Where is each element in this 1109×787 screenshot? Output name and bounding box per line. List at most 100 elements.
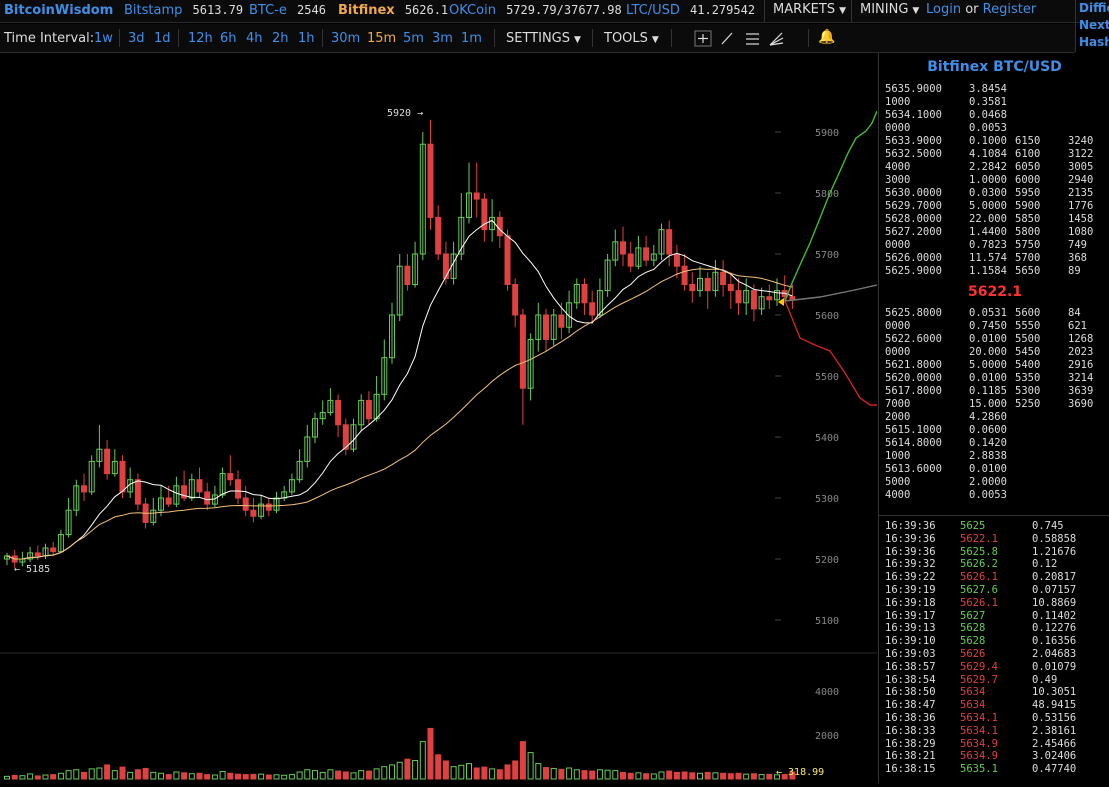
candle-body[interactable] xyxy=(419,143,426,255)
candle-body[interactable] xyxy=(543,314,549,340)
login-link[interactable]: Login xyxy=(926,2,962,17)
candle-body[interactable] xyxy=(650,253,657,261)
candle-body[interactable] xyxy=(720,271,727,286)
ticker-btc-e[interactable]: BTC-e 2546 xyxy=(249,3,326,18)
candle-body[interactable] xyxy=(758,296,765,310)
candle-body[interactable] xyxy=(620,241,626,255)
candle-body[interactable] xyxy=(689,284,696,292)
candle-body[interactable] xyxy=(296,460,303,481)
interval-3d[interactable]: 3d xyxy=(128,31,145,46)
candle-body[interactable] xyxy=(573,284,580,304)
interval-1h[interactable]: 1h xyxy=(298,31,315,46)
candle-body[interactable] xyxy=(558,314,565,328)
candle-body[interactable] xyxy=(389,314,395,359)
candle-body[interactable] xyxy=(158,497,164,511)
crosshair-icon[interactable] xyxy=(694,30,712,47)
ticker-okcoin[interactable]: OKCoin 5729.79/37677.98 xyxy=(449,3,622,18)
candle-body[interactable] xyxy=(173,485,180,505)
candle-body[interactable] xyxy=(381,357,388,395)
ticker-bitstamp[interactable]: Bitstamp 5613.79 xyxy=(124,3,243,18)
candle-body[interactable] xyxy=(750,290,757,310)
candle-body[interactable] xyxy=(204,491,211,505)
candle-body[interactable] xyxy=(165,497,172,505)
interval-15m[interactable]: 15m xyxy=(367,31,397,46)
settings-menu[interactable]: SETTINGS ▼ xyxy=(506,31,581,46)
alert-bell-icon[interactable]: 🔔 xyxy=(818,29,836,45)
interval-1m[interactable]: 1m xyxy=(461,31,482,46)
candle-body[interactable] xyxy=(273,497,280,511)
interval-1d[interactable]: 1d xyxy=(154,31,171,46)
interval-6h[interactable]: 6h xyxy=(220,31,237,46)
markets-menu[interactable]: MARKETS ▼ xyxy=(764,0,853,22)
candle-body[interactable] xyxy=(227,473,234,481)
candle-body[interactable] xyxy=(335,399,342,426)
candle-body[interactable] xyxy=(435,216,442,255)
candle-body[interactable] xyxy=(104,448,111,475)
candle-body[interactable] xyxy=(404,265,411,285)
interval-12h[interactable]: 12h xyxy=(188,31,213,46)
ticker-bitfinex[interactable]: Bitfinex 5626.1 xyxy=(338,3,448,18)
candle-body[interactable] xyxy=(504,235,511,285)
candle-body[interactable] xyxy=(666,229,673,255)
candle-body[interactable] xyxy=(635,247,642,267)
trendline-icon[interactable] xyxy=(721,32,733,45)
candle-body[interactable] xyxy=(358,399,365,426)
candlestick-chart-svg[interactable]: 5900 5800 5700 5600 5500 5400 5300 5200 5100 4000… xyxy=(0,53,878,783)
candle-body[interactable] xyxy=(134,479,141,505)
candle-body[interactable] xyxy=(704,277,711,292)
candle-body[interactable] xyxy=(65,509,72,536)
candle-body[interactable] xyxy=(181,485,188,499)
candle-body[interactable] xyxy=(442,253,449,279)
candle-body[interactable] xyxy=(789,296,796,300)
candle-body[interactable] xyxy=(743,290,750,304)
candle-body[interactable] xyxy=(627,253,634,267)
candle-body[interactable] xyxy=(73,485,80,511)
candle-body[interactable] xyxy=(111,460,118,475)
interval-2h[interactable]: 2h xyxy=(272,31,289,46)
interval-5m[interactable]: 5m xyxy=(403,31,424,46)
candle-body[interactable] xyxy=(612,241,619,261)
candle-body[interactable] xyxy=(312,418,318,438)
candle-body[interactable] xyxy=(766,296,773,301)
candle-body[interactable] xyxy=(466,192,472,218)
candle-body[interactable] xyxy=(658,229,665,255)
candle-body[interactable] xyxy=(188,479,195,499)
candle-body[interactable] xyxy=(581,284,588,304)
candle-body[interactable] xyxy=(535,314,542,340)
candle-body[interactable] xyxy=(342,424,349,450)
price-chart[interactable]: 5900 5800 5700 5600 5500 5400 5300 5200 5100 4000… xyxy=(0,53,878,783)
candle-body[interactable] xyxy=(265,503,272,511)
candle-body[interactable] xyxy=(365,399,372,420)
candle-body[interactable] xyxy=(242,497,249,511)
candle-body[interactable] xyxy=(119,460,126,493)
candle-body[interactable] xyxy=(319,412,326,420)
horizontal-lines-icon[interactable] xyxy=(746,33,759,45)
candle-body[interactable] xyxy=(673,253,680,267)
candle-body[interactable] xyxy=(196,479,203,493)
candle-body[interactable] xyxy=(566,302,573,328)
candle-body[interactable] xyxy=(481,198,488,231)
tools-menu[interactable]: TOOLS ▼ xyxy=(604,31,659,46)
candle-body[interactable] xyxy=(412,253,419,285)
mining-menu[interactable]: MINING ▼ xyxy=(851,0,926,22)
candle-body[interactable] xyxy=(427,143,434,218)
candle-body[interactable] xyxy=(304,436,311,462)
candle-body[interactable] xyxy=(150,509,157,523)
candle-body[interactable] xyxy=(473,192,480,200)
candle-body[interactable] xyxy=(396,265,403,316)
candle-body[interactable] xyxy=(219,473,226,496)
candle-body[interactable] xyxy=(519,314,526,389)
candle-body[interactable] xyxy=(774,290,780,301)
candle-body[interactable] xyxy=(235,479,241,499)
interval-4h[interactable]: 4h xyxy=(246,31,263,46)
candle-body[interactable] xyxy=(327,399,334,414)
candle-body[interactable] xyxy=(643,247,650,261)
candle-body[interactable] xyxy=(50,547,57,553)
brand-logo-link[interactable]: BitcoinWisdom xyxy=(4,3,114,18)
candle-body[interactable] xyxy=(596,290,603,316)
candle-body[interactable] xyxy=(589,302,596,316)
candle-body[interactable] xyxy=(34,552,41,557)
candle-body[interactable] xyxy=(258,503,265,517)
candle-body[interactable] xyxy=(604,259,611,292)
candle-body[interactable] xyxy=(250,509,257,517)
